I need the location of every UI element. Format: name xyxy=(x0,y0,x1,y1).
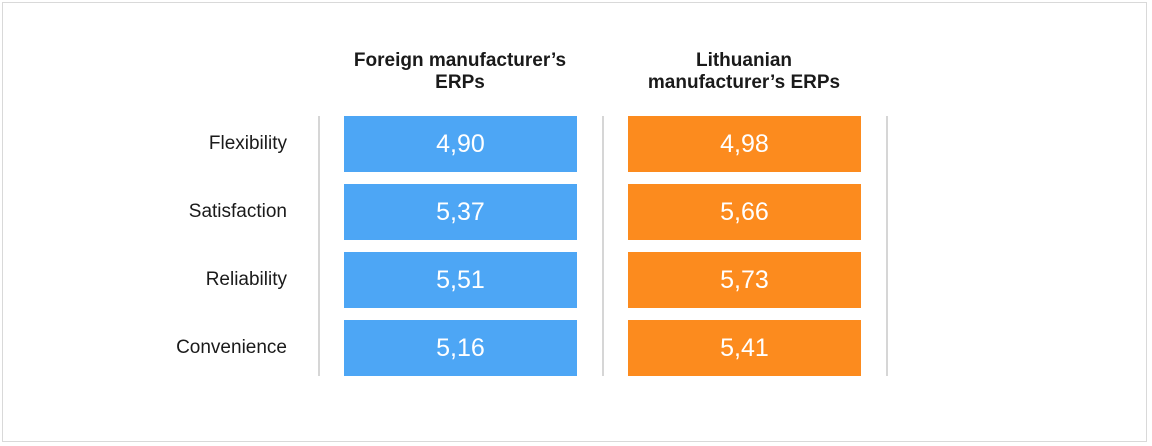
column-header-lithuanian: Lithuanian manufacturer’s ERPs xyxy=(614,50,874,94)
cell-foreign-flexibility: 4,90 xyxy=(344,116,577,172)
divider-right xyxy=(886,116,888,376)
divider-middle xyxy=(602,116,604,376)
row-label-flexibility: Flexibility xyxy=(208,133,287,154)
cell-lithuanian-convenience: 5,41 xyxy=(628,320,861,376)
column-header-foreign-line-2: ERPs xyxy=(435,72,485,93)
column-header-lithuanian-line-1: Lithuanian xyxy=(695,50,793,71)
row-label-reliability: Reliability xyxy=(205,269,287,290)
column-header-lithuanian-line-2: manufacturer’s ERPs xyxy=(647,72,841,93)
column-header-foreign: Foreign manufacturer’s ERPs xyxy=(330,50,590,94)
cell-lithuanian-flexibility: 4,98 xyxy=(628,116,861,172)
cell-lithuanian-satisfaction: 5,66 xyxy=(628,184,861,240)
cell-foreign-satisfaction: 5,37 xyxy=(344,184,577,240)
divider-left xyxy=(318,116,320,376)
column-header-foreign-line-1: Foreign manufacturer’s xyxy=(353,50,567,71)
cell-foreign-reliability: 5,51 xyxy=(344,252,577,308)
cell-foreign-convenience: 5,16 xyxy=(344,320,577,376)
cell-lithuanian-reliability: 5,73 xyxy=(628,252,861,308)
row-label-satisfaction: Satisfaction xyxy=(188,201,287,222)
row-label-convenience: Convenience xyxy=(176,337,287,358)
